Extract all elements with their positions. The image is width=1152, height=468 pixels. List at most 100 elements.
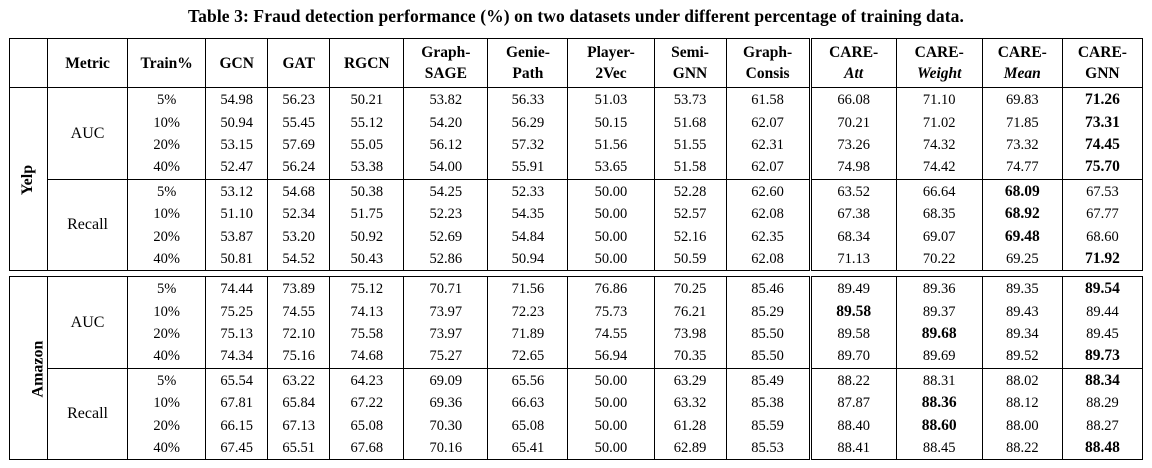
value-cell: 50.00	[567, 414, 655, 437]
value-cell: 88.60	[895, 414, 983, 437]
value-cell: 88.48	[1061, 436, 1144, 461]
value-cell: 74.68	[329, 345, 405, 369]
value-cell: 73.32	[981, 133, 1063, 157]
value-cell: 65.84	[267, 392, 331, 415]
value-cell: 50.15	[567, 111, 655, 134]
train-percent-cell: 5%	[127, 276, 207, 301]
value-cell: 89.44	[1061, 300, 1144, 323]
value-cell: 62.31	[725, 133, 811, 157]
value-cell: 76.21	[653, 300, 727, 323]
value-cell: 53.82	[403, 87, 489, 112]
value-cell: 63.52	[808, 179, 897, 203]
value-cell: 50.92	[329, 225, 405, 248]
value-cell: 89.58	[808, 300, 897, 323]
value-cell: 50.00	[567, 368, 655, 393]
value-cell: 54.52	[267, 247, 331, 272]
value-cell: 54.00	[403, 156, 489, 180]
value-cell: 52.69	[403, 225, 489, 248]
table-row: 20% 66.15 67.13 65.08 70.30 65.08 50.00 61.28 85…	[10, 414, 1144, 437]
table-row: 20% 53.87 53.20 50.92 52.69 54.84 50.00 52.16 62…	[10, 225, 1144, 248]
value-cell: 76.86	[567, 276, 655, 301]
value-cell: 89.34	[981, 322, 1063, 346]
value-cell: 71.89	[487, 322, 569, 346]
value-cell: 65.41	[487, 436, 569, 461]
header-method: Genie- Path	[487, 38, 569, 88]
train-percent-cell: 5%	[127, 179, 207, 203]
value-cell: 88.36	[895, 392, 983, 415]
value-cell: 74.77	[981, 156, 1063, 180]
value-cell: 69.07	[895, 225, 983, 248]
value-cell: 71.85	[981, 111, 1063, 134]
value-cell: 50.94	[205, 111, 269, 134]
value-cell: 50.00	[567, 202, 655, 226]
value-cell: 88.40	[808, 414, 897, 437]
value-cell: 51.03	[567, 87, 655, 112]
value-cell: 74.45	[1061, 133, 1144, 157]
table-row: 20% 53.15 57.69 55.05 56.12 57.32 51.56 51.55 62…	[10, 133, 1144, 157]
value-cell: 68.92	[981, 202, 1063, 226]
value-cell: 88.22	[808, 368, 897, 393]
value-cell: 53.73	[653, 87, 727, 112]
value-cell: 53.12	[205, 179, 269, 203]
value-cell: 89.37	[895, 300, 983, 323]
value-cell: 73.31	[1061, 111, 1144, 134]
value-cell: 75.73	[567, 300, 655, 323]
dataset-separator	[9, 270, 1143, 278]
value-cell: 85.59	[725, 414, 811, 437]
value-cell: 75.25	[205, 300, 269, 323]
value-cell: 62.35	[725, 225, 811, 248]
header-method: CARE- Att	[808, 38, 897, 88]
header-method: GAT	[267, 38, 331, 88]
value-cell: 74.55	[267, 300, 331, 323]
value-cell: 70.16	[403, 436, 489, 461]
header-method: CARE- Weight	[895, 38, 983, 88]
value-cell: 68.60	[1061, 225, 1144, 248]
header-method: Graph- Consis	[725, 38, 811, 88]
value-cell: 50.21	[329, 87, 405, 112]
value-cell: 50.00	[567, 225, 655, 248]
value-cell: 51.58	[653, 156, 727, 180]
value-cell: 74.98	[808, 156, 897, 180]
value-cell: 61.58	[725, 87, 811, 112]
table-row: 10% 50.94 55.45 55.12 54.20 56.29 50.15 51.68 62…	[10, 111, 1144, 134]
value-cell: 75.13	[205, 322, 269, 346]
table-row: 20% 75.13 72.10 75.58 73.97 71.89 74.55 73.98 85…	[10, 322, 1144, 346]
value-cell: 64.23	[329, 368, 405, 393]
value-cell: 89.52	[981, 345, 1063, 369]
value-cell: 85.49	[725, 368, 811, 393]
value-cell: 52.33	[487, 179, 569, 203]
value-cell: 88.12	[981, 392, 1063, 415]
value-cell: 69.83	[981, 87, 1063, 112]
value-cell: 55.12	[329, 111, 405, 134]
value-cell: 88.45	[895, 436, 983, 461]
value-cell: 62.08	[725, 202, 811, 226]
value-cell: 56.94	[567, 345, 655, 369]
value-cell: 51.56	[567, 133, 655, 157]
table-row: Recall 5% 65.54 63.22 64.23 69.09 65.56 50.00 63…	[10, 367, 1144, 461]
value-cell: 72.23	[487, 300, 569, 323]
value-cell: 55.45	[267, 111, 331, 134]
value-cell: 68.35	[895, 202, 983, 226]
value-cell: 53.65	[567, 156, 655, 180]
dataset-label: Amazon	[8, 276, 49, 461]
value-cell: 52.86	[403, 247, 489, 272]
value-cell: 55.91	[487, 156, 569, 180]
value-cell: 52.28	[653, 179, 727, 203]
header-method: Player- 2Vec	[567, 38, 655, 88]
value-cell: 56.24	[267, 156, 331, 180]
value-cell: 75.58	[329, 322, 405, 346]
value-cell: 89.69	[895, 345, 983, 369]
value-cell: 52.16	[653, 225, 727, 248]
metric-label: Recall	[47, 178, 129, 272]
value-cell: 69.36	[403, 392, 489, 415]
train-percent-cell: 10%	[127, 392, 207, 415]
table-row: 10% 75.25 74.55 74.13 73.97 72.23 75.73 76.21 85…	[10, 300, 1144, 323]
value-cell: 52.34	[267, 202, 331, 226]
fraud-detection-results-table: Metric Train% GCN GAT RGCN Graph- SAGE Genie-…	[8, 38, 1144, 461]
value-cell: 88.29	[1061, 392, 1144, 415]
value-cell: 65.08	[487, 414, 569, 437]
value-cell: 65.54	[205, 368, 269, 393]
value-cell: 75.12	[329, 276, 405, 301]
value-cell: 71.56	[487, 276, 569, 301]
value-cell: 75.16	[267, 345, 331, 369]
